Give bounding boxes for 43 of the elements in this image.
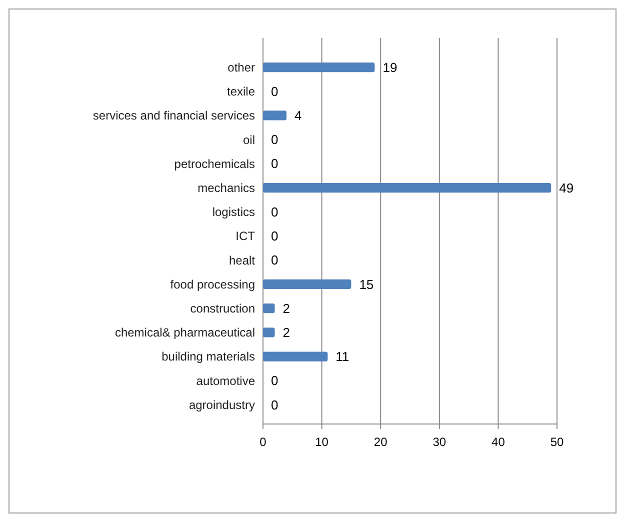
y-tick-label: other: [228, 60, 255, 74]
data-label: 4: [294, 108, 302, 124]
x-tick-label: 50: [550, 435, 564, 449]
y-tick-label: logistics: [212, 205, 255, 220]
bar: [263, 182, 552, 193]
data-label: 0: [271, 204, 278, 220]
y-tick-label: oil: [242, 132, 255, 147]
bar: [263, 352, 328, 362]
data-label: 0: [271, 156, 278, 172]
x-tick-label: 30: [432, 435, 446, 449]
bar: [263, 110, 287, 120]
y-tick-label: texile: [226, 84, 256, 99]
y-tick-label: services and financial services: [92, 108, 255, 123]
data-label: 0: [271, 397, 278, 412]
y-tick-label: chemical& pharmaceutical: [114, 326, 255, 340]
data-label: 2: [282, 300, 290, 316]
bar: [263, 279, 352, 290]
bar: [263, 328, 275, 338]
data-label: 0: [271, 84, 278, 99]
x-tick-label: 0: [260, 435, 267, 449]
data-label: 0: [271, 132, 278, 148]
x-tick-label: 40: [492, 435, 506, 449]
y-tick-label: ICT: [236, 229, 256, 244]
data-label: 0: [271, 252, 278, 268]
data-label: 0: [271, 373, 278, 388]
y-tick-label: building materials: [162, 350, 255, 364]
data-label: 11: [336, 349, 350, 364]
y-tick-label: agroindustry: [188, 398, 255, 412]
y-tick-label: food processing: [170, 277, 255, 292]
data-label: 0: [271, 228, 278, 244]
y-tick-label: construction: [190, 302, 255, 316]
x-tick-label: 20: [374, 435, 388, 449]
data-label: 49: [559, 180, 574, 196]
y-tick-label: automotive: [196, 374, 256, 388]
data-label: 2: [282, 324, 290, 340]
y-tick-label: petrochemicals: [174, 156, 255, 171]
data-label: 19: [382, 60, 398, 75]
y-tick-label: healt: [228, 253, 256, 268]
x-tick-label: 10: [315, 435, 329, 449]
bar: [263, 303, 275, 314]
data-label: 15: [359, 276, 374, 292]
bar: [263, 62, 375, 72]
y-tick-label: mechanics: [198, 180, 255, 195]
